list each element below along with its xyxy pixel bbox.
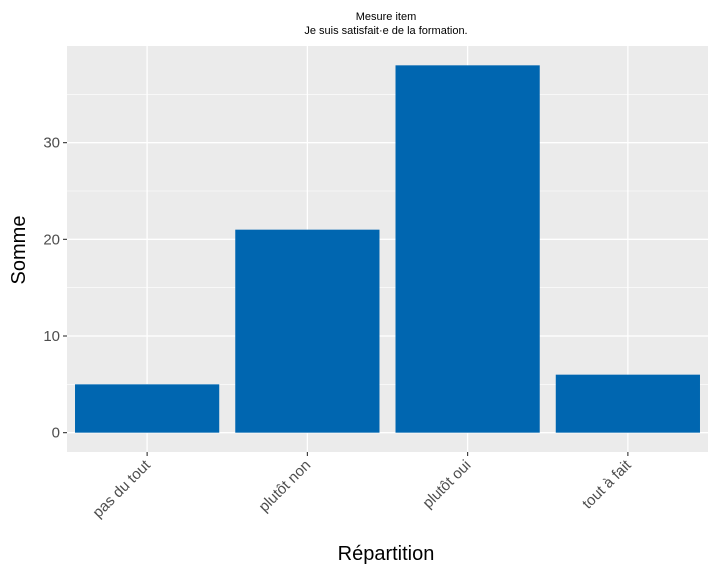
chart-subtitle: Je suis satisfait·e de la formation. bbox=[304, 25, 467, 37]
x-tick-label: tout à fait bbox=[579, 456, 635, 512]
bar-pas-du-tout bbox=[75, 384, 220, 433]
bars bbox=[75, 65, 700, 433]
y-tick-label: 10 bbox=[43, 328, 60, 345]
x-tick-label: pas du tout bbox=[89, 456, 154, 521]
y-axis: 0 10 20 30 bbox=[43, 135, 67, 442]
x-axis: pas du tout plutôt non plutôt oui tout à fa… bbox=[89, 452, 635, 521]
y-axis-title: Somme bbox=[8, 216, 30, 285]
chart-title: Mesure item bbox=[356, 11, 417, 23]
y-tick-label: 0 bbox=[52, 425, 60, 442]
y-tick-label: 30 bbox=[43, 135, 60, 152]
x-tick-label: plutôt non bbox=[256, 457, 315, 516]
bar-plutôt-oui bbox=[395, 65, 540, 433]
y-tick-label: 20 bbox=[43, 231, 60, 248]
bar-tout-à-fait bbox=[555, 374, 700, 433]
x-axis-title: Répartition bbox=[338, 543, 435, 565]
x-tick-label: plutôt oui bbox=[419, 457, 474, 512]
bar-plutôt-non bbox=[235, 229, 380, 433]
